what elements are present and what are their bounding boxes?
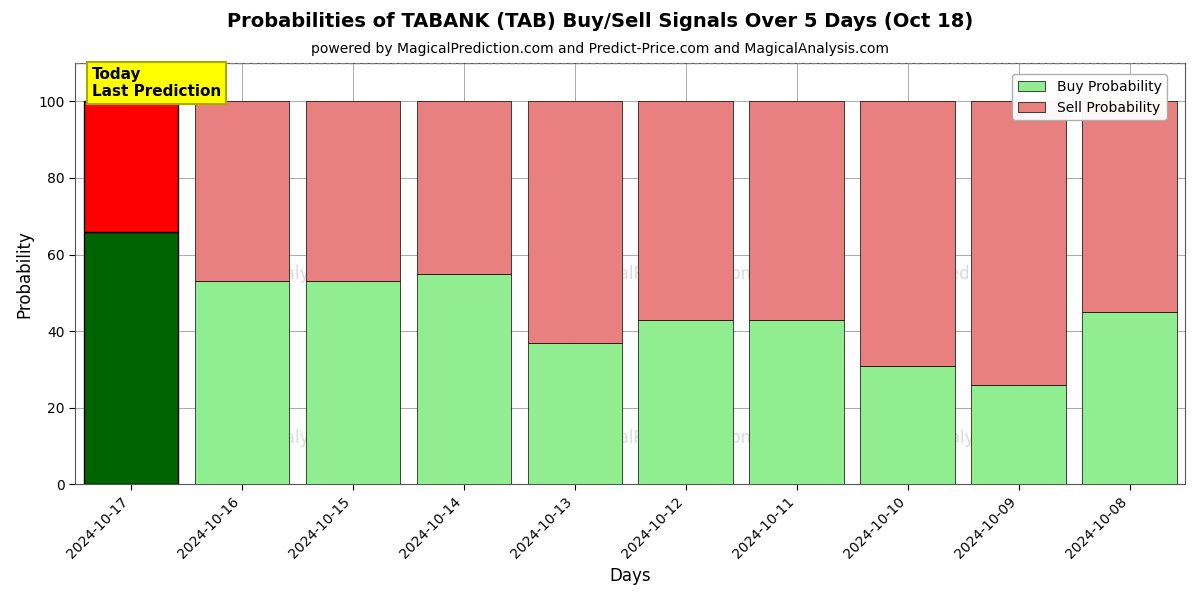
Bar bbox=[638, 320, 733, 484]
Bar bbox=[306, 281, 400, 484]
Text: calAnalysis.co: calAnalysis.co bbox=[239, 265, 355, 283]
Bar bbox=[971, 385, 1066, 484]
Text: Today
Last Prediction: Today Last Prediction bbox=[92, 67, 221, 99]
Text: calAnalysis.co: calAnalysis.co bbox=[239, 430, 355, 448]
Text: powered by MagicalPrediction.com and Predict-Price.com and MagicalAnalysis.com: powered by MagicalPrediction.com and Pre… bbox=[311, 42, 889, 56]
Bar bbox=[638, 101, 733, 320]
Bar bbox=[528, 101, 622, 343]
Text: MagicalPrediction.com: MagicalPrediction.com bbox=[570, 265, 757, 283]
Bar bbox=[971, 101, 1066, 385]
Text: Probabilities of TABANK (TAB) Buy/Sell Signals Over 5 Days (Oct 18): Probabilities of TABANK (TAB) Buy/Sell S… bbox=[227, 12, 973, 31]
Text: calAnalysis.co: calAnalysis.co bbox=[905, 430, 1021, 448]
Bar bbox=[306, 101, 400, 281]
Bar bbox=[416, 274, 511, 484]
Bar bbox=[1082, 312, 1177, 484]
Text: MagicalPrediction.com: MagicalPrediction.com bbox=[870, 265, 1056, 283]
Bar bbox=[750, 320, 844, 484]
Bar bbox=[416, 101, 511, 274]
Legend: Buy Probability, Sell Probability: Buy Probability, Sell Probability bbox=[1012, 74, 1166, 120]
Y-axis label: Probability: Probability bbox=[14, 230, 32, 317]
Bar bbox=[84, 232, 178, 484]
Bar bbox=[750, 101, 844, 320]
Bar bbox=[1082, 101, 1177, 312]
Bar bbox=[860, 101, 955, 365]
Bar bbox=[194, 281, 289, 484]
Bar bbox=[860, 365, 955, 484]
X-axis label: Days: Days bbox=[610, 567, 650, 585]
Bar bbox=[528, 343, 622, 484]
Bar bbox=[84, 101, 178, 232]
Text: MagicalPrediction.com: MagicalPrediction.com bbox=[570, 430, 757, 448]
Bar bbox=[194, 101, 289, 281]
